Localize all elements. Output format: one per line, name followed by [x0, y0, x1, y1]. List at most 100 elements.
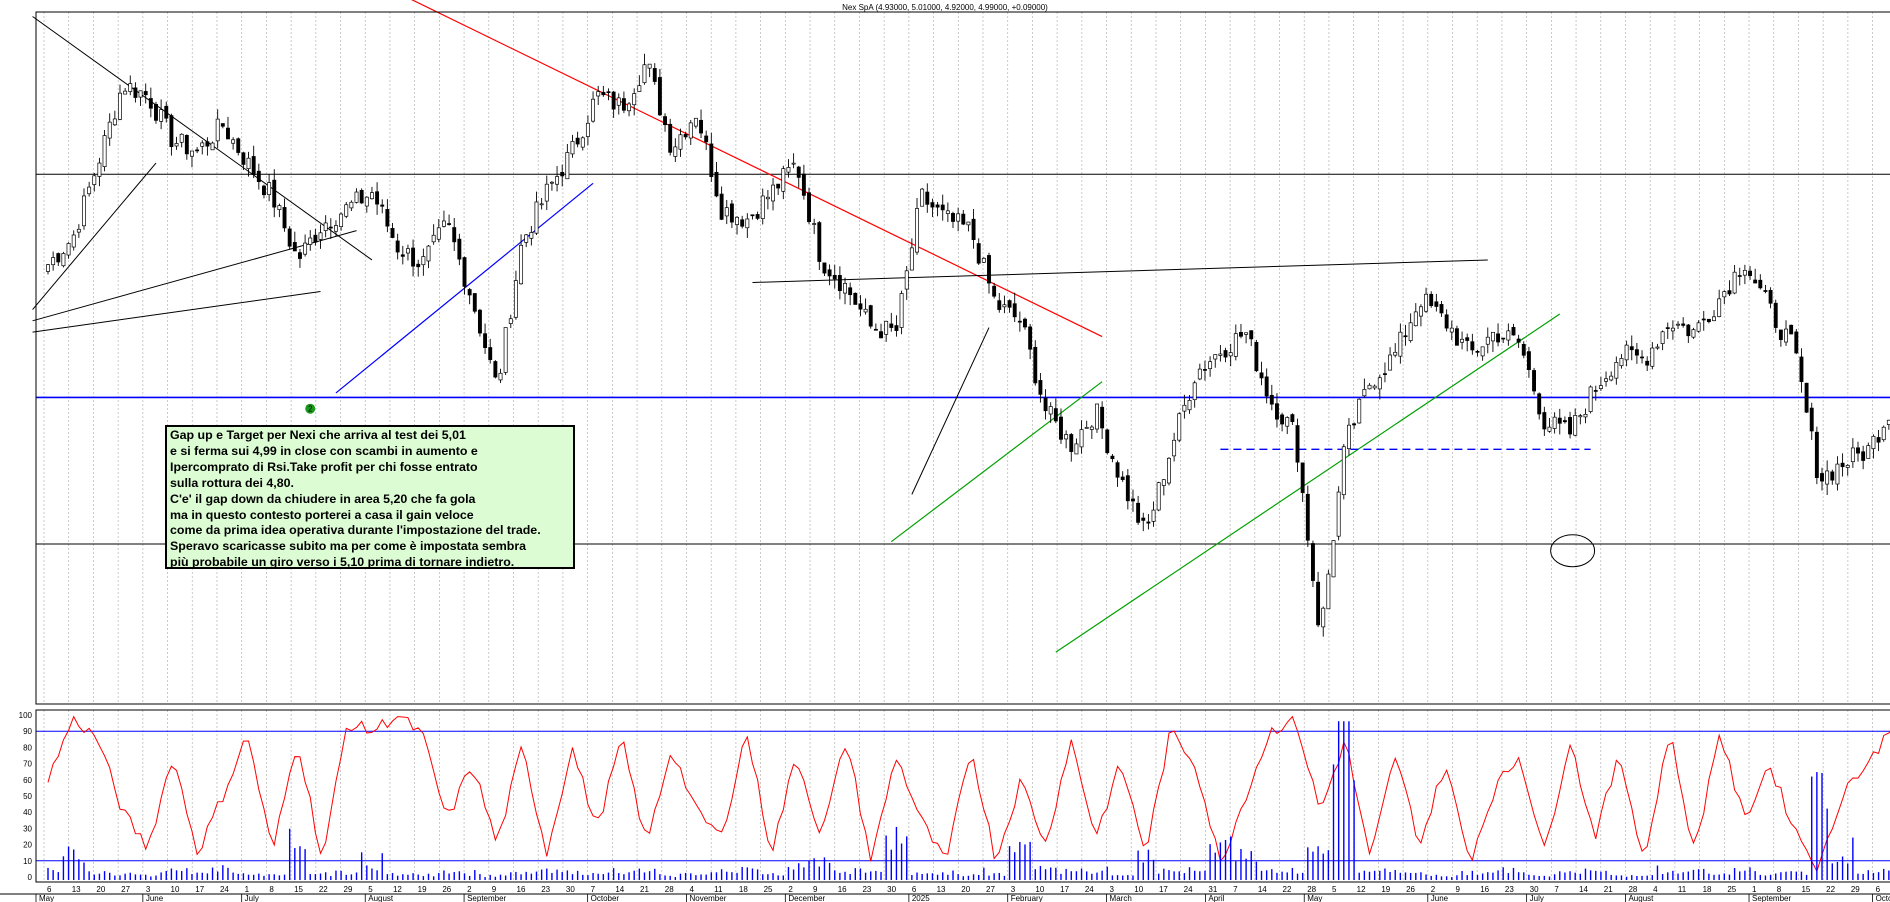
candle-body	[1542, 412, 1547, 430]
candle-body	[771, 184, 775, 202]
axes: 6.706.656.606.556.506.456.406.356.306.25…	[0, 11, 1890, 902]
candle-body	[981, 257, 986, 263]
candle-body	[1876, 437, 1881, 443]
rsi-tick-label: 50	[23, 792, 32, 801]
candle-body	[493, 361, 498, 378]
candle-body	[781, 168, 786, 192]
price-frame	[35, 11, 1890, 705]
date-tick-label: 13	[72, 885, 81, 894]
date-tick-label: 26	[442, 885, 451, 894]
date-tick-label: 2	[788, 885, 793, 894]
candle-body	[801, 173, 806, 196]
rsi-tick-label: 70	[23, 760, 32, 769]
date-tick-label: 22	[1826, 885, 1835, 894]
candle-body	[596, 91, 601, 97]
candle-body	[1239, 331, 1243, 337]
candle-body	[740, 219, 745, 227]
candle-body	[601, 91, 606, 96]
annotation-note: Gap up e Target per Nexi che arriva al t…	[165, 425, 575, 569]
candle-body	[1439, 304, 1444, 314]
date-tick-label: 15	[294, 885, 303, 894]
candle-body	[951, 213, 955, 222]
candle-body	[1362, 389, 1367, 397]
date-tick-label: 25	[1727, 885, 1736, 894]
candle-body	[1408, 322, 1413, 341]
date-tick-label: 23	[862, 885, 871, 894]
date-tick-label: 13	[937, 885, 946, 894]
candle-body	[66, 243, 71, 256]
trendline-up-green	[890, 381, 1103, 543]
candle-body	[1449, 327, 1454, 333]
candle-body	[745, 218, 750, 229]
month-label: June	[1431, 894, 1449, 902]
date-tick-label: 18	[1703, 885, 1712, 894]
note-line: più probabile un giro verso i 5,10 prima…	[170, 555, 515, 570]
candle-body	[205, 141, 210, 147]
candle-body	[375, 191, 380, 205]
candle-body	[971, 218, 976, 241]
candle-body	[123, 90, 128, 95]
candle-body	[611, 91, 616, 110]
month-label: July	[245, 894, 259, 902]
candle-body	[272, 179, 277, 208]
candle-body	[1161, 479, 1166, 486]
candle-body	[606, 91, 611, 94]
candle-body	[1840, 462, 1845, 468]
candle-body	[1079, 429, 1084, 448]
candle-body	[832, 274, 837, 280]
date-tick-label: 11	[1678, 885, 1687, 894]
date-tick-label: 4	[1653, 885, 1658, 894]
candle-body	[1732, 271, 1737, 294]
date-tick-label: 29	[344, 885, 353, 894]
candle-body	[539, 203, 544, 206]
candle-body	[704, 135, 709, 143]
candle-body	[1763, 290, 1768, 292]
date-tick-label: 14	[615, 885, 624, 894]
candle-body	[354, 191, 359, 203]
date-tick-label: 7	[591, 885, 596, 894]
candle-body	[1593, 390, 1598, 392]
candle-body	[1742, 269, 1747, 276]
candle-body	[1753, 279, 1758, 284]
candle-body	[1480, 346, 1485, 357]
candle-body	[1007, 300, 1012, 308]
date-tick-label: 20	[96, 885, 105, 894]
date-tick-label: 9	[1456, 885, 1461, 894]
date-tick-label: 10	[1035, 885, 1044, 894]
candle-body	[858, 303, 863, 310]
month-label: October	[1876, 894, 1890, 902]
candle-body	[1706, 318, 1711, 323]
candle-body	[400, 254, 405, 257]
date-tick-label: 3	[1110, 885, 1115, 894]
month-label: October	[591, 894, 620, 902]
candle-body	[673, 146, 678, 157]
candle-body	[1043, 397, 1048, 412]
candle-body	[1537, 393, 1542, 415]
rsi-panel	[36, 715, 1890, 873]
candle-body	[1588, 386, 1593, 412]
candle-body	[292, 242, 297, 252]
candle-body	[1598, 385, 1603, 389]
candle-body	[328, 226, 333, 229]
candle-body	[1264, 376, 1269, 397]
candle-body	[1794, 331, 1799, 354]
candle-body	[334, 225, 338, 232]
month-label: November	[689, 894, 726, 902]
candle-body	[1547, 426, 1552, 432]
date-tick-label: 16	[1480, 885, 1489, 894]
date-tick-label: 12	[393, 885, 402, 894]
candle-body	[112, 118, 117, 126]
candle-body	[1444, 314, 1449, 329]
date-tick-label: 9	[492, 885, 497, 894]
date-tick-label: 17	[1159, 885, 1168, 894]
candle-body	[920, 188, 925, 207]
candle-body	[1886, 419, 1890, 425]
candle-body	[873, 328, 878, 331]
candle-body	[786, 167, 791, 173]
date-tick-label: 1	[245, 885, 250, 894]
candle-body	[760, 195, 765, 219]
candle-body	[1881, 426, 1886, 441]
date-tick-label: 23	[541, 885, 550, 894]
candle-body	[627, 103, 632, 112]
candle-body	[1871, 435, 1876, 450]
